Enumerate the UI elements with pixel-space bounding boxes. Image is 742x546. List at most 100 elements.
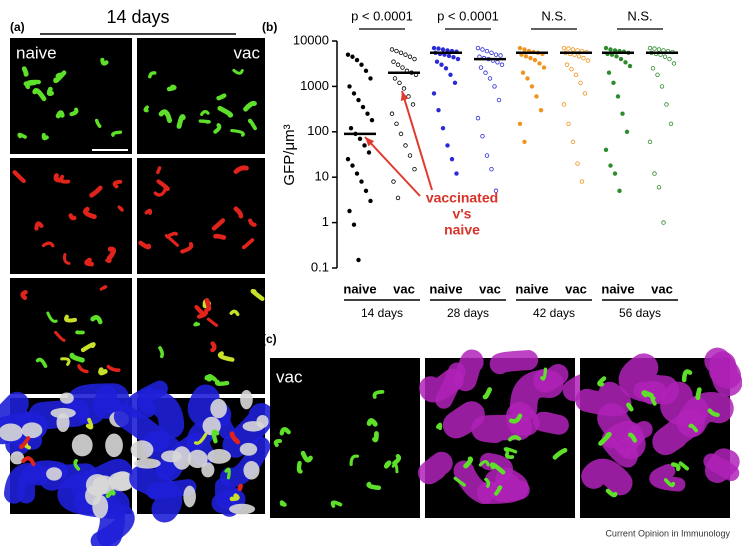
parasite bbox=[89, 185, 103, 198]
arrow bbox=[364, 136, 421, 197]
data-point bbox=[538, 107, 544, 113]
parasite bbox=[176, 114, 186, 129]
parasite bbox=[99, 285, 108, 291]
data-point bbox=[620, 111, 625, 116]
data-point bbox=[368, 198, 373, 204]
parasite bbox=[105, 489, 116, 499]
data-point bbox=[443, 66, 449, 71]
parasite bbox=[53, 173, 64, 183]
micrograph bbox=[10, 278, 132, 394]
nucleus bbox=[92, 494, 109, 519]
tissue bbox=[137, 388, 185, 439]
data-point bbox=[354, 171, 360, 176]
data-point bbox=[451, 54, 456, 60]
comparison-label: N.S. bbox=[541, 8, 566, 23]
parasite bbox=[158, 109, 173, 124]
tissue bbox=[3, 462, 50, 504]
data-point bbox=[449, 156, 455, 162]
data-point bbox=[522, 139, 527, 145]
parasite bbox=[383, 460, 392, 469]
annotation: v's bbox=[453, 206, 472, 222]
parasite bbox=[598, 431, 612, 446]
data-point bbox=[347, 84, 352, 89]
micrographs bbox=[0, 38, 742, 546]
category-label: vac bbox=[393, 281, 415, 296]
data-point bbox=[356, 257, 361, 263]
data-point bbox=[407, 54, 413, 59]
data-point bbox=[523, 54, 529, 59]
data-point bbox=[398, 50, 404, 55]
data-point bbox=[480, 47, 485, 52]
data-point bbox=[606, 70, 612, 75]
parasite bbox=[100, 57, 109, 66]
data-point bbox=[345, 156, 351, 162]
parasite bbox=[229, 493, 240, 502]
tissue bbox=[575, 381, 632, 417]
parasite bbox=[73, 458, 81, 471]
image-label: naive bbox=[16, 43, 57, 62]
tissue bbox=[533, 411, 569, 435]
tissue bbox=[618, 420, 653, 456]
data-point bbox=[668, 121, 674, 127]
parasite bbox=[34, 221, 44, 231]
data-point bbox=[431, 91, 437, 96]
parasite bbox=[84, 257, 95, 267]
parasite bbox=[540, 367, 548, 381]
tissue bbox=[581, 458, 633, 496]
data-point bbox=[618, 56, 624, 62]
parasite bbox=[112, 179, 123, 189]
tissue bbox=[705, 448, 740, 483]
parasite bbox=[392, 453, 402, 466]
parasite bbox=[214, 379, 230, 386]
labels: naive vac vac bbox=[16, 43, 303, 386]
data-point bbox=[403, 143, 408, 148]
data-point bbox=[347, 208, 352, 214]
data-point bbox=[661, 220, 666, 225]
nucleus bbox=[59, 392, 74, 404]
category-label: naive bbox=[343, 281, 376, 296]
parasite bbox=[69, 352, 85, 363]
parasite bbox=[243, 100, 257, 112]
nucleus bbox=[240, 389, 253, 410]
nucleus bbox=[46, 467, 63, 481]
data-point bbox=[496, 97, 502, 103]
nucleus bbox=[71, 434, 93, 457]
data-point bbox=[446, 53, 452, 59]
data-point bbox=[480, 133, 485, 139]
data-point bbox=[395, 62, 401, 67]
data-point bbox=[652, 46, 657, 51]
micrograph bbox=[417, 349, 614, 518]
parasite bbox=[372, 431, 379, 443]
parasite bbox=[198, 119, 211, 124]
parasite bbox=[83, 206, 97, 220]
arrow bbox=[401, 90, 433, 191]
data-point bbox=[354, 57, 360, 63]
parasite bbox=[53, 70, 67, 84]
parasite bbox=[94, 118, 102, 128]
comparison-label: p < 0.0001 bbox=[351, 8, 413, 23]
parasite bbox=[229, 431, 241, 445]
data-point bbox=[564, 62, 570, 67]
data-point bbox=[612, 171, 618, 176]
parasite bbox=[62, 252, 71, 265]
data-point bbox=[431, 45, 437, 51]
image-label: vac bbox=[234, 43, 261, 62]
parasite bbox=[111, 130, 123, 137]
parasite bbox=[372, 390, 385, 399]
parasite bbox=[678, 461, 689, 471]
parasite bbox=[46, 86, 54, 97]
parasite bbox=[707, 408, 720, 418]
parasite bbox=[233, 165, 249, 174]
parasite bbox=[605, 488, 618, 498]
nucleus bbox=[183, 485, 196, 508]
parasite bbox=[626, 402, 634, 412]
data-point bbox=[499, 62, 505, 67]
data-point bbox=[585, 58, 591, 63]
parasite bbox=[64, 314, 77, 323]
nucleus bbox=[112, 471, 134, 491]
parasite bbox=[349, 454, 360, 467]
parasite bbox=[138, 240, 152, 250]
micrograph bbox=[575, 347, 742, 518]
panel-label: (a) bbox=[10, 20, 25, 34]
parasite bbox=[20, 290, 28, 301]
